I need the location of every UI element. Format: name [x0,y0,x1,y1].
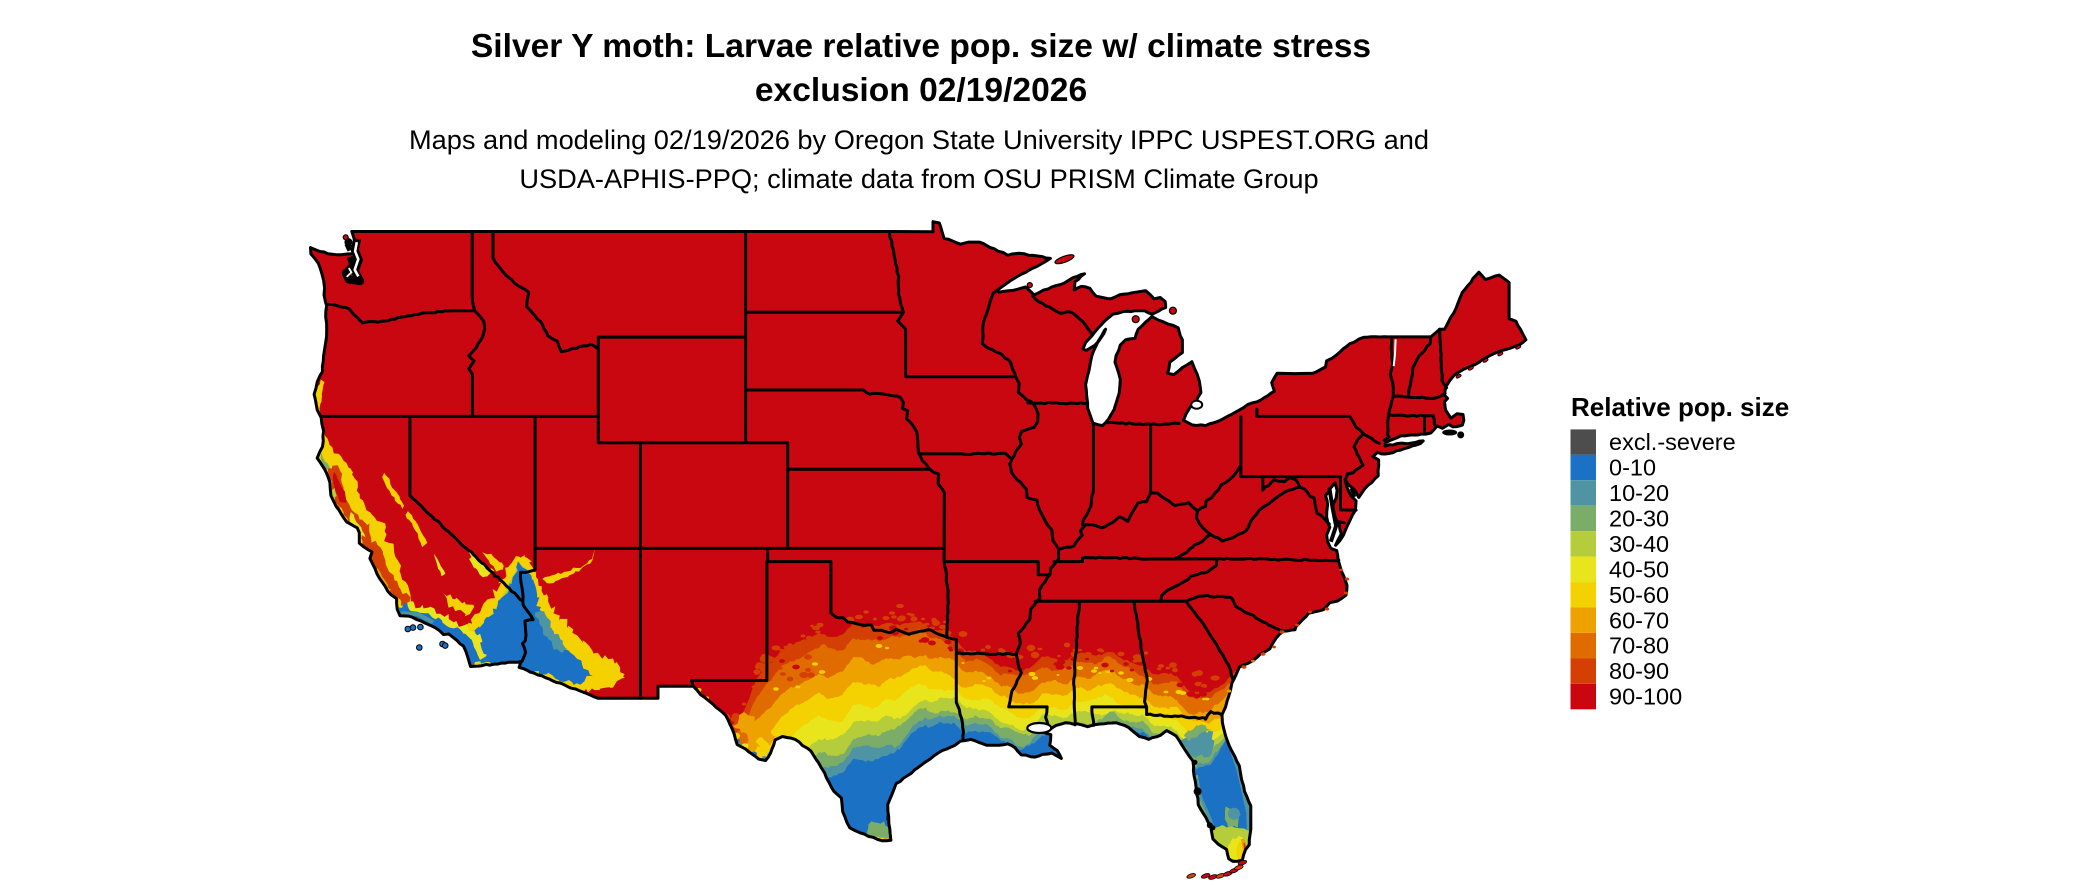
svg-text:Relative pop. size: Relative pop. size [1571,392,1789,422]
svg-text:30-40: 30-40 [1609,531,1669,557]
svg-text:exclusion 02/19/2026: exclusion 02/19/2026 [755,72,1087,109]
svg-text:60-70: 60-70 [1609,607,1669,633]
svg-text:50-60: 50-60 [1609,582,1669,608]
svg-text:80-90: 80-90 [1609,658,1669,684]
svg-text:70-80: 70-80 [1609,633,1669,659]
svg-text:excl.-severe: excl.-severe [1609,429,1736,455]
svg-text:Silver Y moth: Larvae relative: Silver Y moth: Larvae relative pop. size… [471,28,1371,65]
svg-text:40-50: 40-50 [1609,556,1669,582]
svg-text:90-100: 90-100 [1609,684,1682,710]
svg-text:Maps and modeling 02/19/2026 b: Maps and modeling 02/19/2026 by Oregon S… [409,124,1429,155]
svg-text:0-10: 0-10 [1609,455,1656,481]
svg-text:10-20: 10-20 [1609,480,1669,506]
svg-text:USDA-APHIS-PPQ; climate data f: USDA-APHIS-PPQ; climate data from OSU PR… [519,163,1318,194]
svg-text:20-30: 20-30 [1609,506,1669,532]
